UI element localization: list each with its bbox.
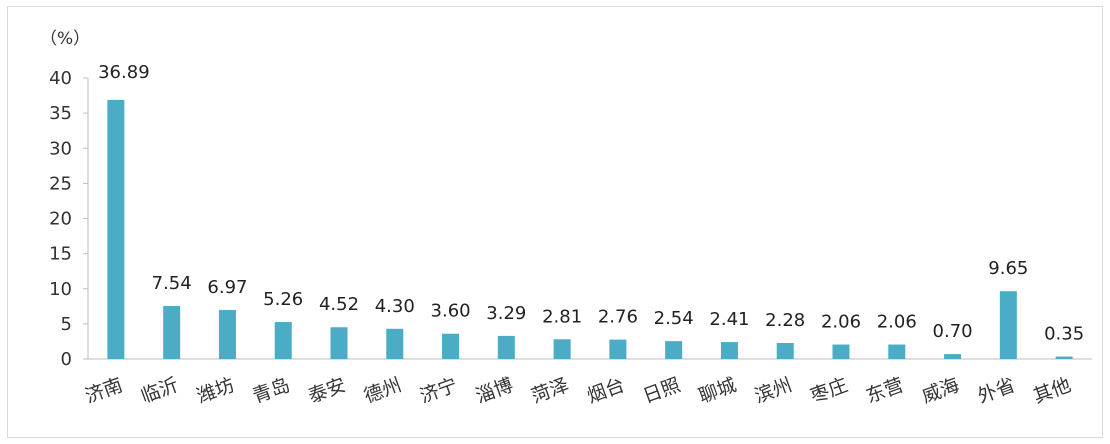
y-tick-label: 20 [49,209,72,230]
data-label: 2.06 [877,312,917,333]
data-label: 2.81 [542,306,582,327]
category-label: 东营 [863,374,906,408]
y-tick-label: 25 [49,173,72,194]
data-label: 4.30 [375,296,415,317]
bar-16 [944,354,962,359]
category-label: 其他 [1031,374,1074,408]
bar-6 [386,328,404,359]
data-label: 9.65 [988,258,1028,279]
data-label: 3.29 [486,303,526,324]
data-label: 6.97 [207,277,247,298]
bar-1 [107,99,125,359]
y-tick-label: 5 [61,314,72,335]
category-label: 潍坊 [194,374,237,408]
data-label: 0.70 [933,321,973,342]
y-tick-label: 15 [49,244,72,265]
data-label: 4.52 [319,294,359,315]
category-labels: 济南 临沂 潍坊 青岛 泰安 德州 济宁 淄博 菏泽 烟台 日照 聊城 滨州 枣庄 东营 威海 外省 其他 [82,374,1073,408]
category-label: 济南 [82,374,125,408]
bar-3 [218,310,236,359]
data-label: 2.41 [709,309,749,330]
bar-11 [665,341,683,359]
bar-9 [553,339,571,359]
data-label: 2.28 [765,310,805,331]
category-label: 淄博 [473,374,516,408]
bar-8 [497,335,515,359]
data-label: 0.35 [1044,324,1084,345]
category-label: 威海 [919,374,962,408]
bar-12 [720,342,738,359]
bar-15 [888,344,906,359]
data-label: 7.54 [152,273,192,294]
bar-2 [163,306,181,359]
category-label: 外省 [975,374,1018,408]
bar-4 [274,322,292,359]
data-label: 3.60 [431,301,471,322]
data-labels: 36.89 7.54 6.97 5.26 4.52 4.30 3.60 3.29 2.81 2.7… [98,62,1084,345]
data-label: 5.26 [263,289,303,310]
data-label: 36.89 [98,62,150,83]
bar-17 [999,291,1017,359]
category-label: 日照 [640,374,683,408]
y-tick-label: 10 [49,279,72,300]
category-label: 枣庄 [807,374,850,408]
category-label: 聊城 [696,374,739,408]
y-tick-label: 40 [49,68,72,89]
bar-7 [442,333,460,359]
category-label: 济宁 [417,374,460,408]
category-label: 临沂 [138,374,181,408]
y-tick-label: 35 [49,103,72,124]
data-label: 2.54 [654,308,694,329]
y-tick-label: 30 [49,138,72,159]
bar-13 [776,342,794,359]
y-axis-ticks: 0 5 10 15 20 25 30 35 40 [49,68,88,370]
chart-frame [7,6,1103,438]
bar-14 [832,344,850,359]
bar-10 [609,339,627,359]
category-label: 青岛 [250,374,293,408]
data-label: 2.76 [598,307,638,328]
category-label: 泰安 [305,374,348,408]
y-axis-unit-label: （%） [40,29,90,49]
category-label: 德州 [361,374,404,408]
data-label: 2.06 [821,312,861,333]
category-label: 菏泽 [529,374,572,408]
bars [107,99,1073,359]
category-label: 烟台 [584,374,627,408]
bar-5 [330,327,348,359]
y-tick-label: 0 [61,349,72,370]
bar-18 [1055,356,1073,359]
category-label: 滨州 [752,374,795,408]
